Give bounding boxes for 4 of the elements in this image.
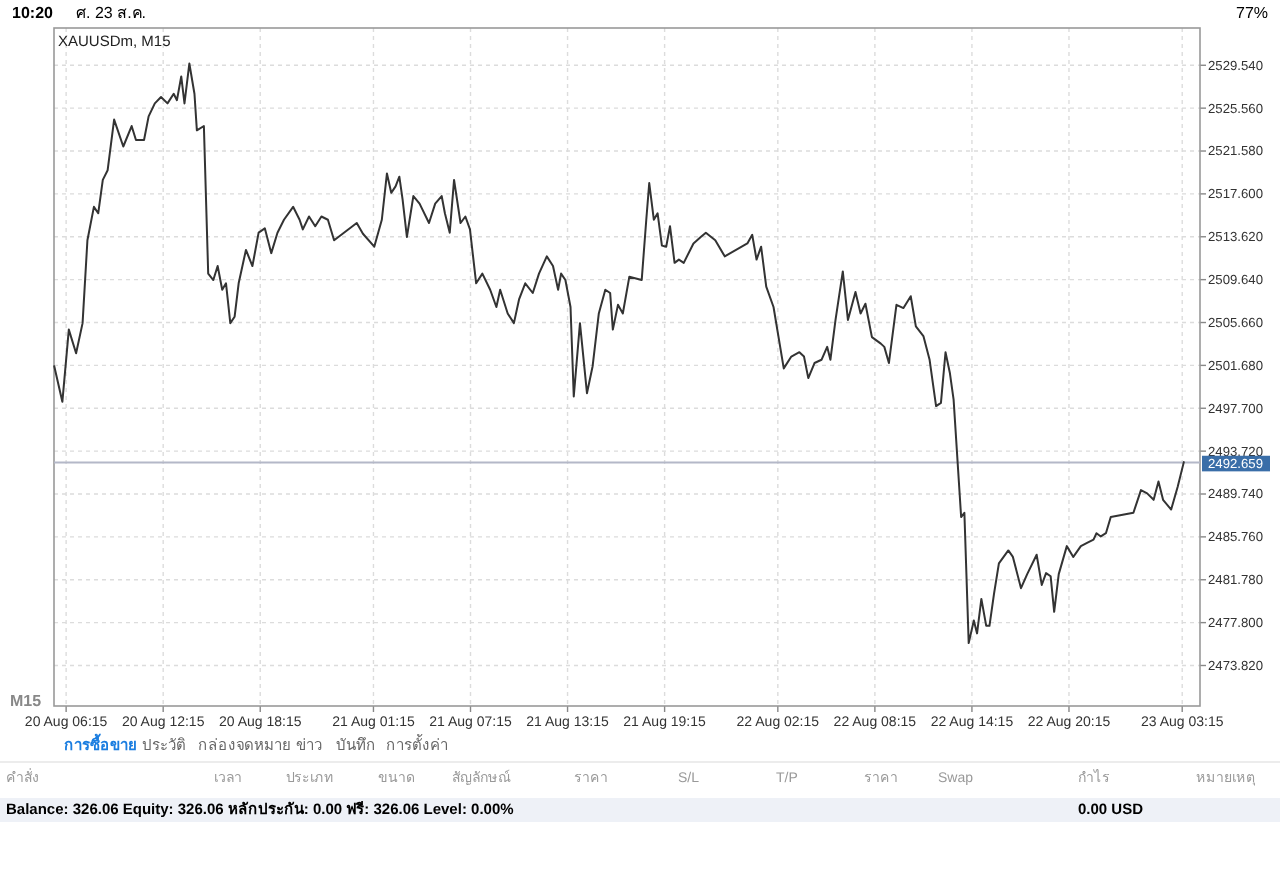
text: 77%: [1236, 4, 1269, 22]
text: 10:20: [12, 4, 55, 22]
text: ศ. 23 ส.ค.: [76, 4, 147, 22]
text: M15: [10, 692, 43, 710]
